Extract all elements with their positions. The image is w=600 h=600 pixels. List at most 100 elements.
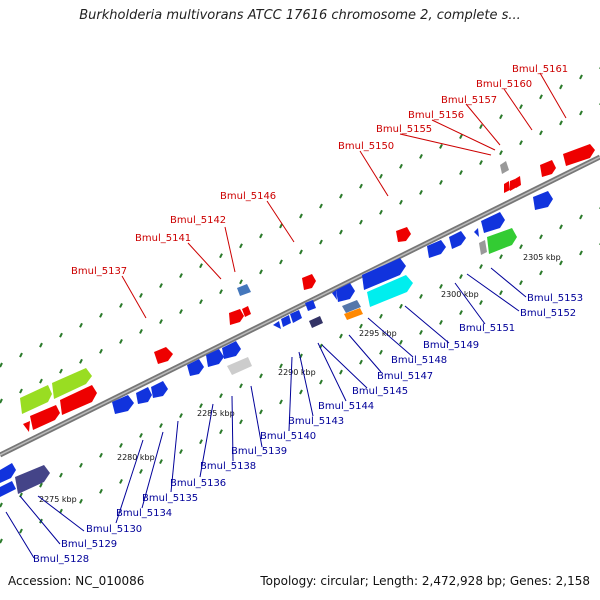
track-tick <box>379 349 383 355</box>
gene-label[interactable]: Bmul_5146 <box>220 191 276 202</box>
gene-label[interactable]: Bmul_5143 <box>288 416 344 427</box>
gene-blue[interactable] <box>290 310 302 323</box>
track-tick <box>119 442 123 448</box>
gene-purple[interactable] <box>15 465 50 494</box>
gene-label[interactable]: Bmul_5151 <box>459 323 515 334</box>
gene-navy[interactable] <box>309 316 323 328</box>
track-tick <box>239 419 243 425</box>
track-tick <box>219 429 223 435</box>
gene-grey[interactable] <box>227 357 252 375</box>
gene-label[interactable]: Bmul_5128 <box>33 554 89 565</box>
gene-green[interactable] <box>20 385 52 414</box>
gene-red[interactable] <box>563 144 595 166</box>
track-tick <box>299 389 303 395</box>
gene-blue[interactable] <box>0 463 16 483</box>
track-tick <box>439 144 443 149</box>
gene-red[interactable] <box>302 274 316 290</box>
gene-blue[interactable] <box>305 300 316 311</box>
track-tick <box>139 469 143 474</box>
gene-label[interactable]: Bmul_5136 <box>170 478 226 489</box>
track-tick <box>199 299 203 305</box>
gene-label[interactable]: Bmul_5129 <box>61 539 117 550</box>
gene-label[interactable]: Bmul_5156 <box>408 110 464 121</box>
gene-label[interactable]: Bmul_5150 <box>338 141 394 152</box>
gene-label[interactable]: Bmul_5134 <box>116 508 172 519</box>
track-tick <box>39 378 43 384</box>
gene-label[interactable]: Bmul_5161 <box>512 64 568 75</box>
gene-blue[interactable] <box>281 315 291 327</box>
gene-blue[interactable] <box>237 284 251 296</box>
track-tick <box>219 289 223 295</box>
track-tick <box>79 462 83 468</box>
gene-label[interactable]: Bmul_5137 <box>71 266 127 277</box>
gene-blue[interactable] <box>0 481 16 497</box>
accession-text: Accession: NC_010086 <box>8 574 145 588</box>
gene-label[interactable]: Bmul_5142 <box>170 215 226 226</box>
gene-blue[interactable] <box>206 349 224 367</box>
gene-blue[interactable] <box>336 283 355 302</box>
gene-label[interactable]: Bmul_5157 <box>441 95 497 106</box>
tick-label: 2285 kbp <box>197 409 235 418</box>
gene-label[interactable]: Bmul_5130 <box>86 524 142 535</box>
gene-red[interactable] <box>60 385 97 415</box>
gene-grey[interactable] <box>500 161 509 174</box>
gene-label[interactable]: Bmul_5144 <box>318 401 374 412</box>
gene-label[interactable]: Bmul_5141 <box>135 233 191 244</box>
gene-grey[interactable] <box>479 240 487 255</box>
track-tick <box>539 94 543 100</box>
gene-red[interactable] <box>30 405 60 430</box>
track-tick <box>519 140 523 146</box>
gene-blue[interactable] <box>481 212 505 233</box>
gene-label[interactable]: Bmul_5140 <box>260 431 316 442</box>
gene-label[interactable]: Bmul_5139 <box>231 446 287 457</box>
gene-label[interactable]: Bmul_5149 <box>423 340 479 351</box>
gene-orange[interactable] <box>344 308 363 320</box>
track-tick <box>379 209 383 215</box>
gene-label[interactable]: Bmul_5155 <box>376 124 432 135</box>
track-tick <box>0 502 3 508</box>
gene-blue[interactable] <box>533 191 553 210</box>
gene-red[interactable] <box>540 160 556 177</box>
gene-blue[interactable] <box>136 387 152 404</box>
track-tick <box>59 332 63 338</box>
gene-blue[interactable] <box>112 395 134 414</box>
gene-cyan[interactable] <box>367 275 413 307</box>
top-gene-labels: Bmul_5161 Bmul_5160 Bmul_5157 Bmul_5156 … <box>71 64 568 319</box>
gene-blue[interactable] <box>273 321 281 329</box>
gene-red[interactable] <box>154 347 173 364</box>
gene-blue[interactable] <box>449 231 466 249</box>
gene-blue[interactable] <box>187 359 204 376</box>
track-tick <box>539 130 543 136</box>
track-tick <box>499 254 503 260</box>
track-tick <box>179 273 183 279</box>
gene-steel[interactable] <box>342 300 361 313</box>
track-tick <box>419 329 423 335</box>
gene-red[interactable] <box>396 227 411 242</box>
gene-green[interactable] <box>52 368 92 399</box>
gene-label[interactable]: Bmul_5148 <box>391 355 447 366</box>
gene-label[interactable]: Bmul_5138 <box>200 461 256 472</box>
gene-label[interactable]: Bmul_5160 <box>476 79 532 90</box>
gene-red[interactable] <box>23 421 30 432</box>
gene-red[interactable] <box>229 309 244 325</box>
gene-blue[interactable] <box>332 290 337 300</box>
gene-blue[interactable] <box>362 258 406 290</box>
gene-label[interactable]: Bmul_5153 <box>527 293 583 304</box>
gene-label[interactable]: Bmul_5152 <box>520 308 576 319</box>
gene-label[interactable]: Bmul_5135 <box>142 493 198 504</box>
gene-red[interactable] <box>242 306 251 317</box>
track-tick <box>0 398 3 404</box>
track-tick <box>359 183 363 189</box>
gene-blue[interactable] <box>222 341 241 359</box>
gene-label[interactable]: Bmul_5145 <box>352 386 408 397</box>
gene-red[interactable] <box>504 181 510 193</box>
gene-red[interactable] <box>515 176 521 188</box>
gene-red[interactable] <box>510 179 517 191</box>
gene-label[interactable]: Bmul_5147 <box>377 371 433 382</box>
track-tick <box>339 229 343 235</box>
track-tick <box>579 214 583 220</box>
gene-blue[interactable] <box>474 228 479 237</box>
gene-blue[interactable] <box>427 240 446 258</box>
gene-green[interactable] <box>487 228 517 254</box>
gene-blue[interactable] <box>151 381 168 398</box>
